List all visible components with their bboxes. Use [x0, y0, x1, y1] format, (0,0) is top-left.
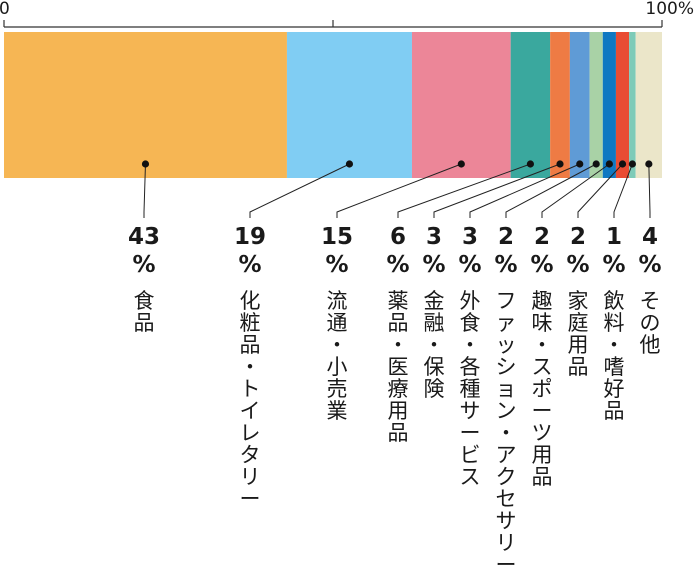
- segment-name: 趣味・スポーツ用品: [532, 289, 553, 489]
- bar-segment: [569, 32, 590, 178]
- leader-dot: [592, 160, 600, 168]
- segment-label: 4% その他: [638, 224, 661, 357]
- segment-unit: %: [602, 252, 625, 278]
- segment-unit: %: [566, 252, 589, 278]
- segment-value: 6: [390, 224, 406, 250]
- leader-dot: [576, 160, 584, 168]
- segment-label: 6% 薬品・医療用品: [386, 224, 409, 445]
- segment-value: 2: [570, 224, 586, 250]
- segment-value: 4: [642, 224, 658, 250]
- segment-label: 43% 食品: [128, 224, 160, 335]
- bar-segments: [4, 32, 662, 178]
- segment-unit: %: [494, 252, 517, 278]
- bar-segment: [635, 32, 662, 178]
- leader-dot: [645, 160, 653, 168]
- leader-line: [469, 163, 580, 218]
- leader-dot: [526, 160, 535, 168]
- leader-dot: [618, 160, 627, 168]
- bar-segment: [550, 32, 570, 178]
- segment-unit: %: [422, 252, 445, 278]
- leader-line: [541, 163, 610, 218]
- segment-value: 19: [234, 224, 266, 250]
- segment-name: 家庭用品: [568, 289, 589, 379]
- segment-unit: %: [325, 252, 348, 278]
- segment-labels: 43%食品19%化粧品・トイレタリー15%流通・小売業6%薬品・医療用品3%金融…: [128, 224, 662, 576]
- segment-label: 3% 金融・保険: [422, 224, 445, 401]
- leader-line: [577, 163, 623, 218]
- bar-segment: [629, 32, 636, 178]
- segment-name: 食品: [134, 289, 155, 335]
- leader-dot: [345, 160, 354, 168]
- segment-name: 薬品・医療用品: [388, 289, 409, 445]
- bar-segment: [286, 32, 412, 178]
- leader-dot: [556, 160, 564, 168]
- leader-line: [249, 163, 350, 218]
- leader-dot: [605, 160, 613, 168]
- segment-unit: %: [638, 252, 661, 278]
- segment-value: 2: [534, 224, 550, 250]
- segment-name: 化粧品・トイレタリー: [240, 289, 261, 511]
- segment-label: 2% 趣味・スポーツ用品: [530, 224, 553, 489]
- leader-line: [336, 163, 462, 218]
- segment-label: 1% 飲料・嗜好品: [602, 224, 625, 423]
- bar-segment: [589, 32, 603, 178]
- leader-dot: [141, 160, 150, 168]
- segment-label: 3% 外食・各種サービス: [458, 224, 481, 489]
- segment-name: 外食・各種サービス: [460, 289, 481, 489]
- segment-unit: %: [530, 252, 553, 278]
- axis-tick-label: 0: [0, 0, 10, 19]
- leader-line: [648, 163, 651, 218]
- segment-name: 飲料・嗜好品: [604, 289, 625, 423]
- bar-segment: [4, 32, 287, 178]
- segment-name: 金融・保険: [424, 289, 445, 401]
- leader-line: [433, 163, 561, 218]
- axis: 0 100%: [0, 0, 694, 28]
- bar-segment: [615, 32, 630, 178]
- segment-unit: %: [132, 252, 155, 278]
- leader-line: [143, 163, 146, 218]
- leader-dot: [628, 160, 636, 168]
- segment-unit: %: [386, 252, 409, 278]
- leader-line: [397, 163, 531, 218]
- segment-value: 43: [128, 224, 160, 250]
- leader-line: [505, 163, 597, 218]
- segment-name: 流通・小売業: [327, 289, 348, 423]
- segment-unit: %: [458, 252, 481, 278]
- bar-segment: [602, 32, 616, 178]
- bar-segment: [510, 32, 551, 178]
- leader-lines: [141, 160, 653, 218]
- segment-label: 19% 化粧品・トイレタリー: [234, 224, 266, 511]
- segment-name: その他: [640, 289, 661, 357]
- segment-value: 3: [426, 224, 442, 250]
- segment-value: 2: [498, 224, 514, 250]
- axis-tick-label: 100%: [645, 0, 694, 19]
- leader-line: [613, 163, 633, 218]
- segment-name: ファッション・アクセサリー: [496, 289, 517, 572]
- segment-label: 2% 家庭用品: [566, 224, 589, 379]
- leader-dot: [457, 160, 465, 168]
- segment-label: 2% ファッション・アクセサリー: [494, 224, 517, 576]
- segment-value: 15: [321, 224, 353, 250]
- segment-value: 3: [462, 224, 478, 250]
- segment-label: 15% 流通・小売業: [321, 224, 353, 423]
- bar-segment: [411, 32, 511, 178]
- segment-unit: %: [238, 252, 261, 278]
- segment-value: 1: [606, 224, 622, 250]
